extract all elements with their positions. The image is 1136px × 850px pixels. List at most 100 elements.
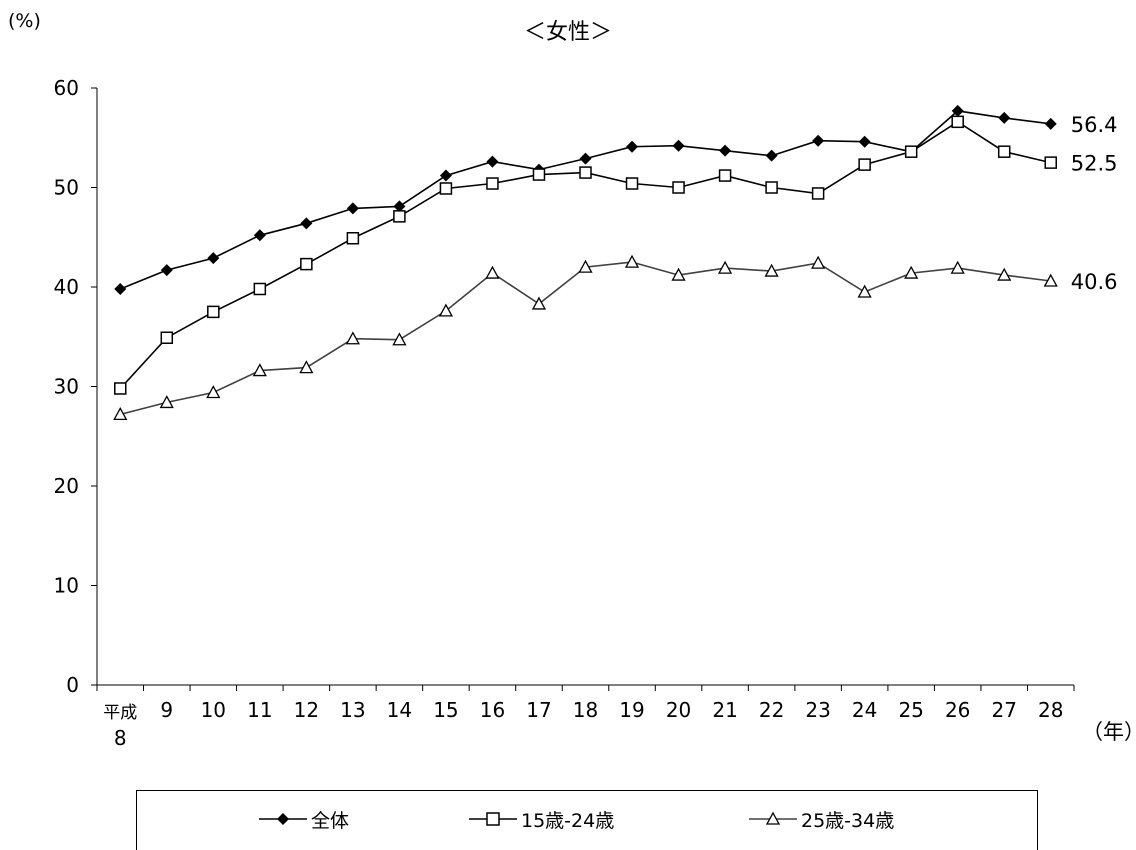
x-axis-unit: （年） xyxy=(1082,720,1136,744)
data-point xyxy=(113,407,128,421)
x-tick-label: 13 xyxy=(340,698,365,722)
data-point xyxy=(625,177,639,190)
data-point xyxy=(904,145,918,158)
triangle-marker-icon xyxy=(749,811,797,825)
data-point xyxy=(579,166,592,179)
end-value-label: 40.6 xyxy=(1071,270,1118,294)
data-point xyxy=(950,260,965,274)
chart-title: ＜女性＞ xyxy=(523,20,612,45)
x-tick-label: 26 xyxy=(945,698,970,722)
data-point xyxy=(485,265,500,279)
data-point xyxy=(207,305,220,319)
data-point xyxy=(1044,117,1057,130)
data-point xyxy=(300,257,313,271)
x-tick-label: 20 xyxy=(666,698,691,722)
data-point xyxy=(951,115,964,129)
legend-item-all: 全体 xyxy=(257,805,349,833)
x-tick-label: 22 xyxy=(759,698,784,722)
x-tick-label: 25 xyxy=(898,698,923,722)
legend-item-15-24: 15歳-24歳 xyxy=(467,805,614,833)
legend-label: 25歳-34歳 xyxy=(801,809,895,832)
legend-label: 全体 xyxy=(311,809,350,832)
x-tick-label: 11 xyxy=(247,698,272,722)
end-value-label: 56.4 xyxy=(1071,113,1118,137)
data-point xyxy=(393,200,406,213)
data-point xyxy=(206,385,221,399)
line-chart: 0 10 20 30 40 50 60 平成 8 9 10 11 12 13 14 15 16 17 18 19 20 2… xyxy=(54,76,1118,750)
data-point xyxy=(858,158,871,171)
data-point xyxy=(207,252,220,265)
x-tick-label: 24 xyxy=(852,698,877,722)
data-point xyxy=(671,267,686,281)
data-point xyxy=(578,259,593,273)
data-point xyxy=(624,254,640,268)
data-point xyxy=(719,144,732,157)
x-tick-label: 28 xyxy=(1038,698,1063,722)
data-point xyxy=(114,382,127,395)
x-tick-label: 27 xyxy=(991,698,1016,722)
data-point xyxy=(858,135,871,148)
data-point xyxy=(253,229,266,242)
data-point xyxy=(765,149,778,162)
x-tick-label: 17 xyxy=(526,698,551,722)
data-point xyxy=(532,168,546,181)
x-tick-label: 10 xyxy=(201,698,226,722)
data-point xyxy=(997,145,1011,158)
legend-label: 15歳-24歳 xyxy=(521,809,615,832)
data-point xyxy=(252,363,267,377)
data-point xyxy=(346,202,359,215)
square-marker-icon xyxy=(469,812,517,826)
data-point xyxy=(486,155,499,168)
y-tick-label: 30 xyxy=(54,375,79,399)
data-point xyxy=(626,140,639,153)
data-point xyxy=(904,265,919,279)
data-point xyxy=(393,210,406,223)
x-tick-label: 平成 xyxy=(103,703,137,723)
y-tick-label: 60 xyxy=(54,76,79,100)
legend-item-25-34: 25歳-34歳 xyxy=(747,805,894,833)
y-tick-label: 50 xyxy=(54,176,79,200)
y-tick-label: 0 xyxy=(66,673,79,697)
data-point xyxy=(438,303,454,317)
data-point xyxy=(299,360,314,374)
legend: 全体 15歳-24歳 25歳-34歳 xyxy=(136,790,1038,850)
x-tick-label: 18 xyxy=(573,698,598,722)
diamond-marker-icon xyxy=(259,813,307,825)
x-tick-label: 19 xyxy=(619,698,644,722)
data-point xyxy=(346,231,360,245)
data-point xyxy=(486,177,499,190)
data-point xyxy=(718,169,732,182)
x-tick-label: 15 xyxy=(433,698,458,722)
x-tick-label: 9 xyxy=(160,698,173,722)
y-tick-label: 20 xyxy=(54,474,79,498)
y-axis-unit: (%) xyxy=(8,10,41,32)
data-point xyxy=(579,152,592,165)
data-point xyxy=(114,282,127,295)
data-point xyxy=(439,182,453,195)
data-point xyxy=(1044,156,1057,169)
x-tick-label: 23 xyxy=(805,698,830,722)
data-point xyxy=(717,260,733,274)
data-point xyxy=(765,181,778,194)
x-tick-label: 14 xyxy=(387,698,412,722)
data-point xyxy=(811,255,826,269)
data-point xyxy=(159,395,174,409)
series-2: 52.5 xyxy=(114,115,1118,395)
data-point xyxy=(811,187,825,200)
data-point xyxy=(392,332,407,346)
x-tick-label: 12 xyxy=(294,698,319,722)
data-point xyxy=(997,267,1012,281)
data-point xyxy=(812,134,825,147)
series-3: 40.6 xyxy=(113,254,1118,421)
data-point xyxy=(764,263,779,277)
data-point xyxy=(439,169,452,182)
data-point xyxy=(857,284,872,298)
data-point xyxy=(531,296,547,310)
x-tick-label: 8 xyxy=(114,726,127,750)
series-1: 56.4 xyxy=(114,104,1118,295)
data-point xyxy=(672,139,685,152)
data-point xyxy=(998,111,1011,124)
data-point xyxy=(345,331,360,345)
y-tick-label: 40 xyxy=(54,275,79,299)
data-point xyxy=(672,181,685,194)
